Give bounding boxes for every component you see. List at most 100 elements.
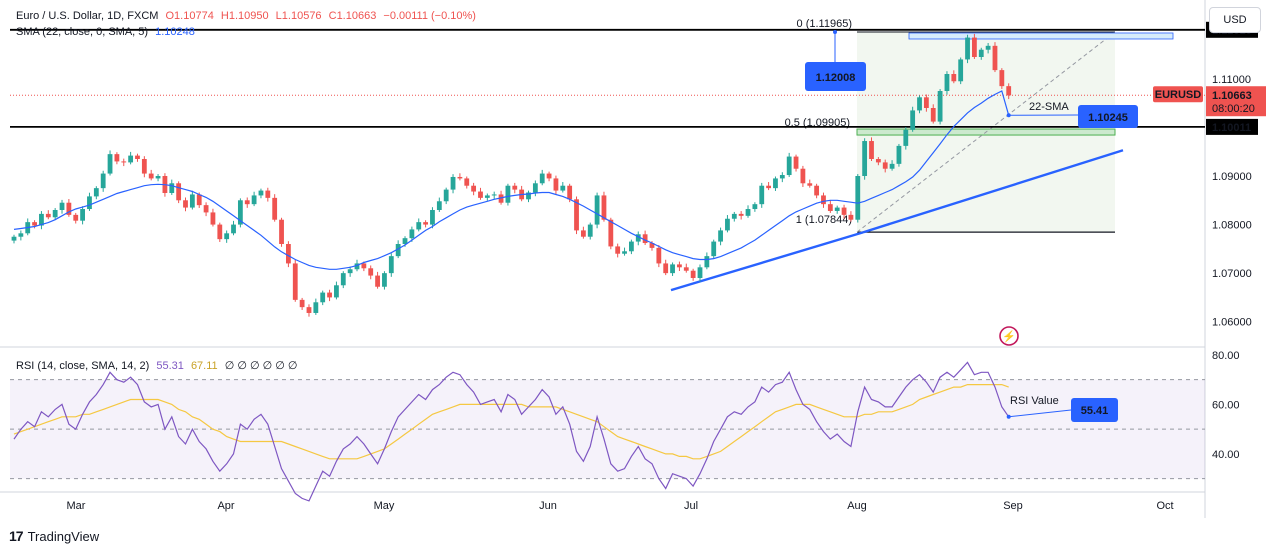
candle-body [292, 263, 298, 300]
close-value: C1.10663 [328, 10, 377, 22]
candle-body [827, 204, 833, 211]
countdown-text: 08:00:20 [1212, 103, 1255, 115]
candle-body [306, 307, 312, 313]
candle-body [882, 162, 888, 169]
candle-body [183, 200, 188, 208]
rsi-tick-label: 40.00 [1212, 449, 1240, 461]
candle-body [972, 37, 977, 57]
candle-body [663, 263, 669, 274]
candle-body [635, 234, 641, 242]
candle-body [944, 74, 950, 91]
candle-body [237, 200, 243, 225]
time-tick-label: Jul [684, 500, 698, 512]
time-tick-label: Apr [217, 500, 234, 512]
candle-body [553, 178, 559, 191]
candle-body [704, 256, 710, 268]
callout-box-2 [1078, 105, 1138, 128]
candle-body [382, 273, 387, 287]
candle-body [148, 173, 154, 179]
candle-body [121, 161, 127, 163]
resistance-marker-box [908, 32, 1174, 40]
candlesticks [11, 33, 1012, 317]
candle-body [718, 230, 723, 242]
candle-body [196, 194, 202, 206]
candle-body [683, 267, 689, 271]
candle-body [546, 173, 552, 179]
high-value: H1.10950 [220, 10, 269, 22]
callout-text-1: 1.12008 [816, 72, 856, 84]
candle-body [875, 159, 881, 163]
candle-body [738, 213, 744, 216]
rsi-line-group [13, 361, 1010, 502]
candle-body [773, 178, 778, 189]
candle-body [155, 176, 161, 179]
candle-body [347, 269, 353, 274]
candle-body [766, 185, 771, 189]
candle-body [580, 230, 586, 237]
candle-body [430, 210, 435, 225]
candle-body [375, 275, 380, 287]
candle-body [532, 183, 538, 193]
rsi-value: 55.31 [156, 360, 184, 372]
rsi-tick-label: 60.00 [1212, 399, 1240, 411]
candle-body [930, 108, 936, 122]
symbol-tag-text: EURUSD [1155, 89, 1202, 101]
sma-line-group [13, 90, 1010, 270]
price-tick-label: 1.08000 [1212, 220, 1252, 232]
level-tag [1206, 118, 1258, 135]
candle-body [52, 210, 58, 218]
candle-body [731, 213, 737, 219]
candle-body [834, 207, 840, 211]
candle-body [862, 141, 868, 176]
brand-name: TradingView [27, 528, 100, 544]
candle-body [169, 183, 175, 193]
tradingview-logo[interactable]: 17 TradingView [9, 528, 99, 544]
rsi-callout-leader [1008, 409, 1072, 418]
candle-body [656, 247, 662, 264]
symbol-title: Euro / U.S. Dollar, 1D, FXCM [16, 10, 159, 22]
candle-body [903, 129, 909, 146]
candle-body [11, 236, 17, 241]
candle-body [471, 185, 477, 192]
candle-body [423, 222, 428, 225]
candle-body [244, 200, 250, 205]
callout-box-1 [805, 62, 866, 91]
candle-body [752, 204, 758, 210]
symbol-legend: Euro / U.S. Dollar, 1D, FXCM O1.10774 H1… [16, 10, 480, 22]
sma-line [13, 90, 1010, 270]
candle-body [176, 183, 182, 201]
candle-body [395, 244, 401, 257]
rsi-callout-dot [1006, 414, 1011, 419]
callout-text-2: 1.10245 [1088, 112, 1128, 124]
candle-body [958, 59, 964, 82]
candle-body [87, 196, 92, 210]
candle-body [642, 234, 648, 244]
candle-body [1006, 86, 1012, 96]
candle-body [334, 285, 339, 298]
candle-body [539, 173, 545, 184]
candle-body [128, 155, 134, 163]
lightning-icon [999, 326, 1019, 346]
candle-body [629, 241, 634, 252]
rsi-line [13, 361, 1010, 502]
candle-body [697, 267, 703, 278]
candle-body [45, 213, 51, 218]
candle-body [388, 256, 394, 274]
sma-legend: SMA (22, close, 0, SMA, 5) 1.10248 [16, 26, 199, 38]
candle-body [690, 270, 696, 278]
candle-body [670, 264, 675, 274]
candle-body [457, 176, 463, 179]
candle-body [39, 213, 44, 226]
last-price-tag-text: 1.10663 [1212, 90, 1252, 102]
fib-label-1: 1 (1.07844) [796, 214, 852, 226]
candle-body [807, 183, 813, 186]
last-price-tag [1206, 86, 1266, 117]
candle-body [889, 163, 895, 169]
candle-body [649, 243, 655, 248]
candle-body [951, 74, 957, 82]
change-value: −0.00111 (−0.10%) [383, 10, 476, 22]
currency-button[interactable]: USD [1209, 7, 1261, 33]
trendline-upper [862, 149, 1124, 234]
candle-body [327, 292, 332, 298]
